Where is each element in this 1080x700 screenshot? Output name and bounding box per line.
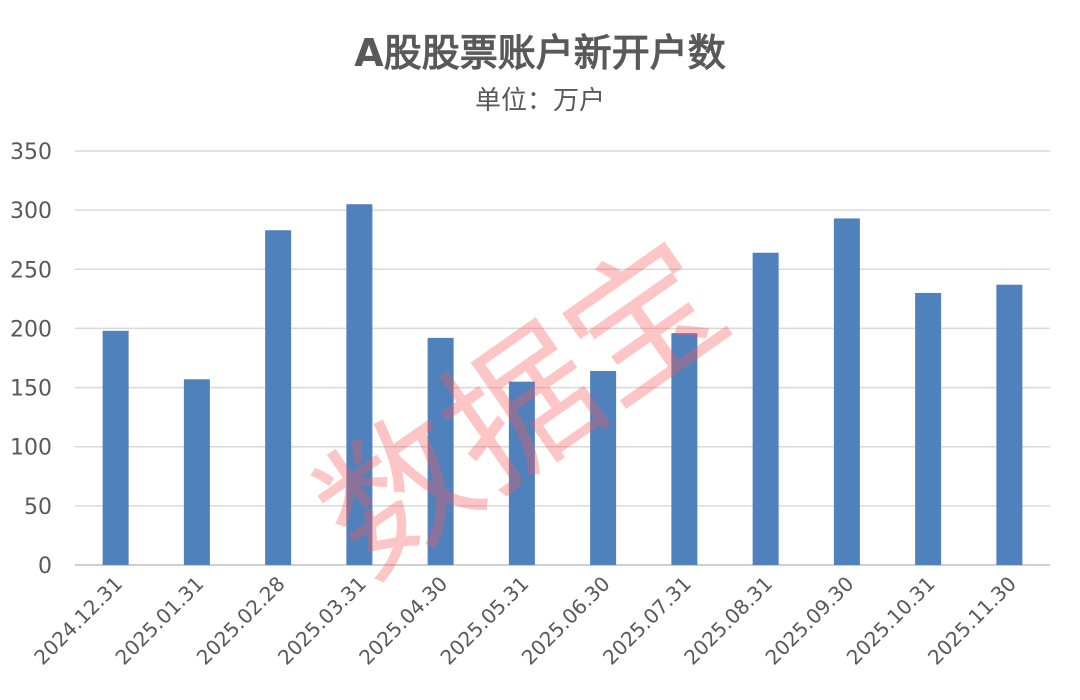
chart-subtitle: 单位：万户 — [474, 86, 605, 116]
bar — [671, 333, 698, 565]
y-tick-label: 300 — [10, 199, 52, 224]
y-tick-label: 150 — [10, 377, 52, 402]
bar — [590, 371, 617, 565]
y-tick-label: 350 — [10, 140, 52, 165]
bar — [427, 337, 454, 565]
bar — [508, 381, 535, 565]
y-tick-label: 50 — [24, 495, 52, 520]
y-tick-label: 100 — [10, 436, 52, 461]
bar — [752, 252, 779, 565]
bar — [183, 379, 210, 565]
bar — [346, 204, 373, 565]
bar — [996, 284, 1023, 565]
bar — [265, 230, 292, 565]
bar — [915, 292, 942, 565]
bar — [833, 218, 860, 565]
y-tick-label: 0 — [38, 554, 52, 579]
x-tick-label: 2025.11.30 — [923, 572, 1021, 670]
y-tick-label: 200 — [10, 317, 52, 342]
y-tick-label: 250 — [10, 258, 52, 283]
chart-title: A股股票账户新开户数 — [354, 31, 726, 75]
bar — [102, 330, 129, 565]
